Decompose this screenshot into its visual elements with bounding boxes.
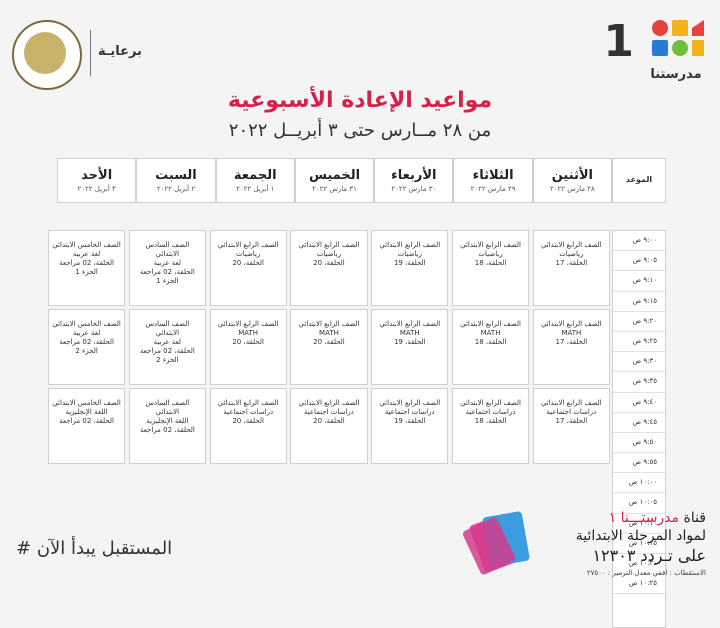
time-slot: ٩:٤٠ ص (613, 393, 665, 413)
time-slot: ١٠:٢٥ ص (613, 574, 665, 595)
time-slot: ٩:٠٠ ص (613, 231, 665, 252)
brand-number: 1 (603, 16, 634, 67)
day-date: ٢٨ مارس ٢٠٢٢ (549, 185, 595, 193)
day-header: الثلاثاء ٢٩ مارس ٢٠٢٢ (453, 158, 533, 203)
time-column: ٩:٠٠ ص ٩:٠٥ ص ٩:١٠ ص ٩:١٥ ص ٩:٢٠ ص ٩:٢٥ ص ٩:٣٠… (612, 230, 666, 628)
day-name: الأربعاء (391, 168, 437, 183)
lesson-cell: الصف السادس الابتدائي اللغة الإنجليزية ا… (128, 388, 206, 464)
brand-name: مدرستنا (650, 67, 701, 82)
time-slot: ٩:١٥ ص (613, 292, 665, 312)
time-slot: ٩:٥٥ ص (613, 453, 665, 474)
schedule-table: الموعد الأثنين ٢٨ مارس ٢٠٢٢ الثلاثاء ٢٩ مار… (47, 158, 666, 628)
channel-info: قناة مدرستـــنا ١ لمواد المرحلة الابتدائ… (576, 510, 706, 577)
lesson-cell: الصف الرابع الابتدائي دراسات اجتماعية ال… (209, 388, 287, 464)
page-subtitle: من ٢٨ مــارس حتى ٣ أبريــل ٢٠٢٢ (228, 120, 492, 141)
lesson-cell: الصف الرابع الابتدائي MATH الحلقة، 17 (532, 309, 610, 385)
day-name: الأثنين (551, 168, 594, 183)
lesson-cell: الصف الرابع الابتدائي رياضيات الحلقة، 19 (371, 230, 449, 306)
lesson-cell: الصف الرابع الابتدائي دراسات اجتماعية ال… (371, 388, 449, 464)
day-date: ١ أبريل ٢٠٢٢ (236, 185, 275, 193)
lesson-cell: الصف الخامس الابتدائي اللغة الإنجليزية ا… (47, 388, 126, 464)
day-header: الجمعة ١ أبريل ٢٠٢٢ (215, 158, 295, 203)
madrasatna-logo: مدرستنا (650, 20, 704, 82)
time-slot: ٩:٢٥ ص (613, 332, 665, 353)
lesson-cell: الصف الخامس الابتدائي لغة عربية الحلقة، … (47, 230, 126, 306)
lesson-cell: الصف الرابع الابتدائي دراسات اجتماعية ال… (451, 388, 530, 464)
day-name: الجمعة (233, 168, 277, 183)
channel-name: مدرستـــنا ١ (608, 510, 680, 526)
time-slot: ٩:٤٥ ص (613, 413, 665, 433)
day-header: الأثنين ٢٨ مارس ٢٠٢٢ (532, 158, 612, 203)
day-header: الأحد ٣ أبريل ٢٠٢٢ (57, 158, 137, 203)
lesson-cell: الصف الرابع الابتدائي MATH الحلقة، 19 (371, 309, 449, 385)
day-header: الأربعاء ٣٠ مارس ٢٠٢٢ (374, 158, 454, 203)
time-slot: ٩:٣٠ ص (613, 352, 665, 373)
channel-frequency: على تـردد ١٢٣٠٣ (592, 546, 706, 565)
table-body: ٩:٠٠ ص ٩:٠٥ ص ٩:١٠ ص ٩:١٥ ص ٩:٢٠ ص ٩:٢٥ ص ٩:٣٠… (47, 230, 666, 628)
channel-line-1: قناة مدرستـــنا ١ (608, 510, 706, 526)
page-title: مواعيد الإعادة الأسبوعية (227, 88, 493, 113)
day-date: ٣١ مارس ٢٠٢٢ (312, 185, 357, 193)
lesson-cell: الصف الرابع الابتدائي دراسات اجتماعية ال… (532, 388, 610, 464)
table-header-row: الموعد الأثنين ٢٨ مارس ٢٠٢٢ الثلاثاء ٢٩ مار… (57, 158, 666, 203)
sponsor-label: برعايـة (98, 44, 142, 59)
header-divider (90, 30, 91, 76)
day-name: السبت (155, 168, 197, 183)
day-date: ٣ أبريل ٢٠٢٢ (77, 185, 116, 193)
day-name: الثلاثاء (472, 168, 514, 183)
day-name: الخميس (308, 168, 361, 183)
lesson-cell: الصف الخامس الابتدائي لغة عربية الحلقة، … (47, 309, 126, 385)
time-slot: ١٠:٢٠ ص (613, 554, 665, 575)
time-slot: ١٠:١٠ ص (613, 514, 665, 534)
day-header: الخميس ٣١ مارس ٢٠٢٢ (294, 158, 375, 203)
lesson-cell: الصف الرابع الابتدائي دراسات اجتماعية ال… (290, 388, 368, 464)
lesson-cell: الصف الرابع الابتدائي MATH الحلقة، 18 (451, 309, 530, 385)
time-slot: ٩:٣٥ ص (613, 372, 665, 393)
channel-settings: الاستقطاب : افقي معدل الترميز : ٢٧٥٠٠ (586, 569, 706, 577)
day-date: ٢ أبريل ٢٠٢٢ (156, 185, 196, 193)
time-slot: ١٠:١٥ ص (613, 534, 665, 554)
books-illustration (462, 511, 530, 575)
lesson-cell: الصف السادس الابتدائي لغة عربية الحلقة، … (128, 309, 206, 385)
lesson-cell: الصف الرابع الابتدائي رياضيات الحلقة، 20 (209, 230, 287, 306)
time-slot: ٩:١٠ ص (613, 271, 665, 292)
channel-line-2: لمواد المرحلة الابتدائية (575, 528, 706, 544)
slogan: # المستقبل يبدأ الآن (16, 538, 173, 559)
lesson-cell: الصف الرابع الابتدائي MATH الحلقة، 20 (209, 309, 287, 385)
ministry-seal (12, 20, 82, 90)
lesson-cell: الصف الرابع الابتدائي MATH الحلقة، 20 (290, 309, 368, 385)
day-name: الأحد (81, 168, 113, 183)
time-slot: ١٠:٠٥ ص (613, 493, 665, 514)
lesson-cell: الصف الرابع الابتدائي رياضيات الحلقة، 18 (451, 230, 530, 306)
lesson-cell: الصف الرابع الابتدائي رياضيات الحلقة، 17 (532, 230, 610, 306)
day-date: ٢٩ مارس ٢٠٢٢ (470, 185, 516, 193)
time-slot: ٩:٥٠ ص (613, 433, 665, 454)
time-slot: ٩:٠٥ ص (613, 251, 665, 272)
lesson-cell: الصف السادس الابتدائي لغة عربية الحلقة، … (128, 230, 206, 306)
time-slot: ١٠:٠٠ ص (613, 473, 665, 494)
day-date: ٣٠ مارس ٢٠٢٢ (391, 185, 437, 193)
time-header: الموعد (612, 158, 666, 203)
lesson-cell: الصف الرابع الابتدائي رياضيات الحلقة، 20 (290, 230, 368, 306)
time-slot: ٩:٢٠ ص (613, 312, 665, 332)
day-header: السبت ٢ أبريل ٢٠٢٢ (136, 158, 216, 203)
